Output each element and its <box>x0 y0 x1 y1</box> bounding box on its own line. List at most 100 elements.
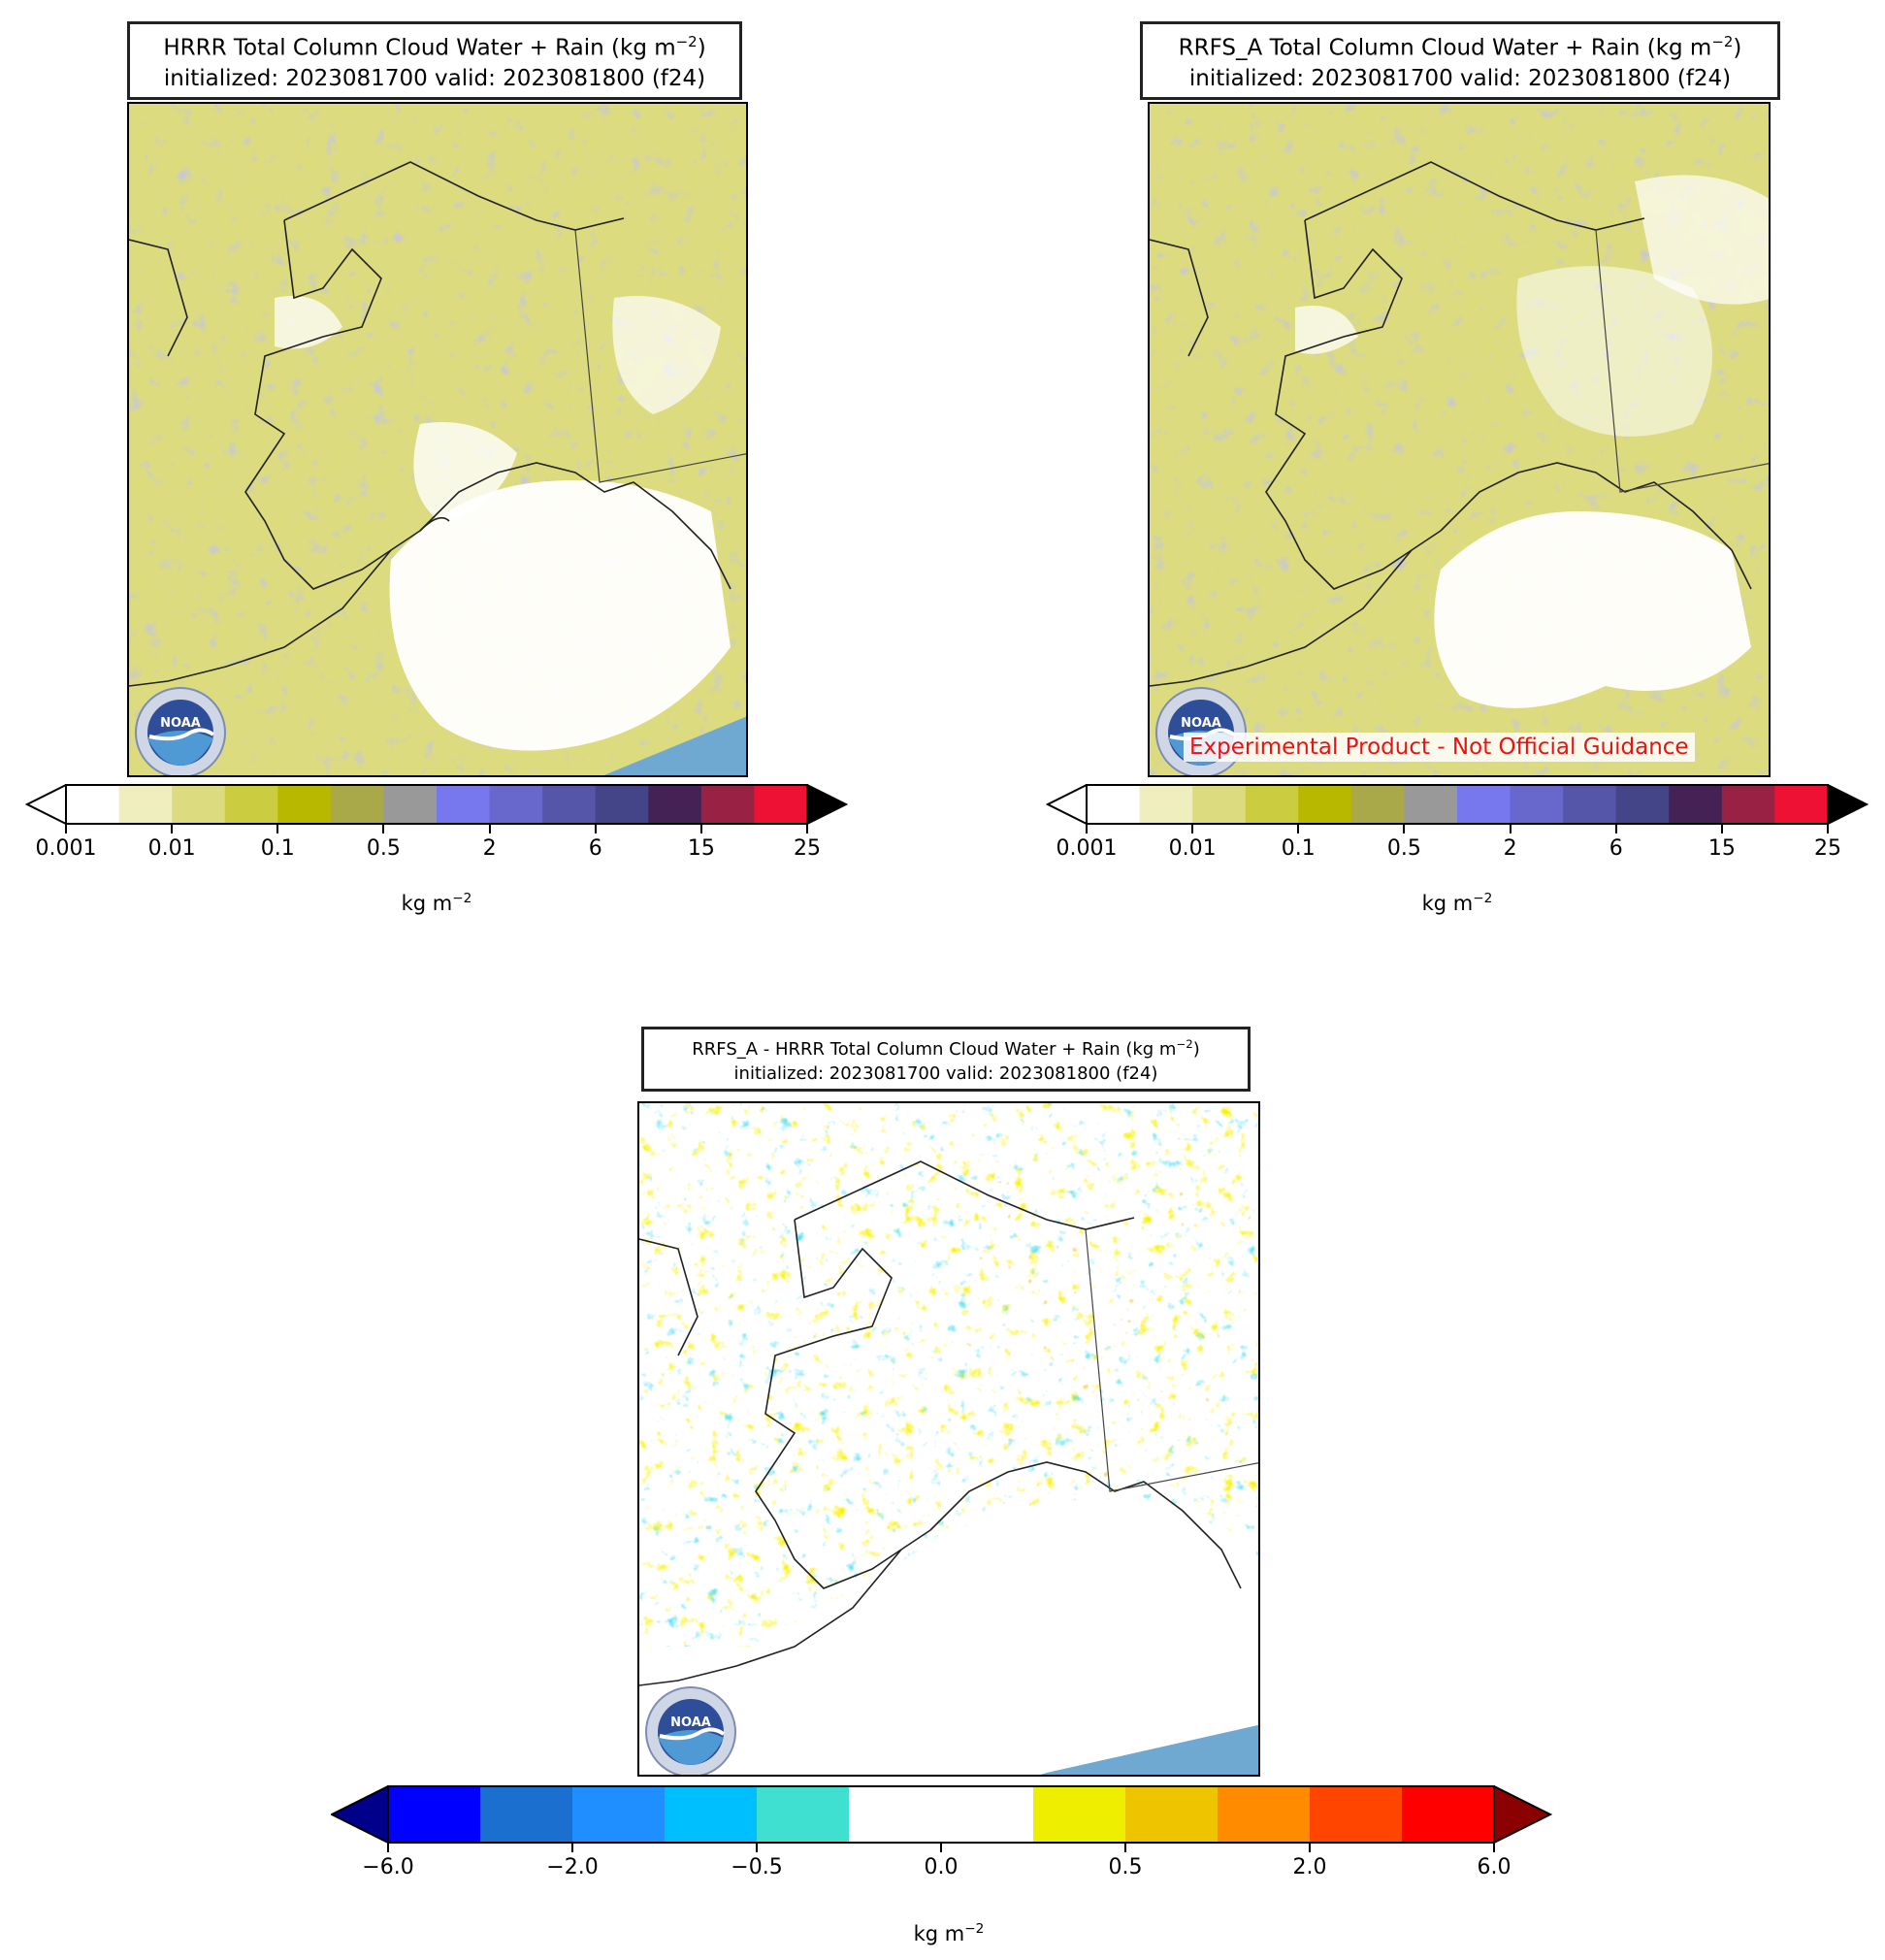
hrrr-field-svg <box>129 104 746 775</box>
colorbar-swatch <box>388 1786 481 1843</box>
colorbar-swatch <box>172 785 226 824</box>
diff-title-end: ) <box>1192 1039 1200 1060</box>
colorbar-swatch <box>1510 785 1564 824</box>
hrrr-ocean-corner <box>603 716 746 775</box>
rrfs-border <box>1595 229 1769 493</box>
colorbar-tick-label: 2 <box>1503 836 1517 861</box>
colorbar-swatch <box>1774 785 1829 824</box>
colorbar-swatch <box>700 785 755 824</box>
colorbar-tick-mark <box>488 825 491 833</box>
colorbar-tick-label: 6 <box>1609 836 1623 861</box>
colorbar-swatch <box>1404 785 1458 824</box>
diff-clear-gulf <box>639 1499 1258 1775</box>
colorbar-tick-label: 2.0 <box>1292 1855 1327 1879</box>
colorbar-over-arrow <box>1827 783 1869 826</box>
colorbar-tick-mark <box>1827 825 1829 833</box>
hrrr-colorbar <box>24 783 849 826</box>
colorbar-swatch <box>754 785 808 824</box>
colorbar-frame <box>1086 784 1829 825</box>
colorbar-swatch <box>1402 1786 1495 1843</box>
colorbar-tick-label: −0.5 <box>731 1855 783 1879</box>
hrrr-title-end: ) <box>697 35 706 61</box>
noaa-logo-icon: NOAA <box>645 1686 736 1775</box>
diff-title: RRFS_A - HRRR Total Column Cloud Water +… <box>641 1027 1251 1092</box>
colorbar-swatch <box>330 785 384 824</box>
colorbar-swatch <box>595 785 649 824</box>
colorbar-tick-mark <box>1614 825 1617 833</box>
colorbar-tick-label: −6.0 <box>362 1855 414 1879</box>
colorbar-swatch <box>1125 1786 1219 1843</box>
colorbar-tick-mark <box>1403 825 1406 833</box>
rrfs-noaa-logo: NOAA <box>1153 684 1250 775</box>
svg-text:NOAA: NOAA <box>1181 716 1221 731</box>
colorbar-tick-label: 25 <box>794 836 821 861</box>
hrrr-map: NOAA <box>127 102 748 777</box>
colorbar-tick-mark <box>571 1844 573 1852</box>
colorbar-over-arrow <box>806 783 849 826</box>
noaa-logo-icon: NOAA <box>1155 687 1247 775</box>
colorbar-over-arrow <box>1493 1784 1553 1845</box>
hrrr-colorbar-label: kg m−2 <box>401 891 472 915</box>
rrfs-title-exp: −2 <box>1711 33 1734 50</box>
colorbar-frame <box>65 784 808 825</box>
colorbar-tick-mark <box>1086 825 1088 833</box>
colorbar-swatch <box>542 785 597 824</box>
colorbar-swatch <box>648 785 702 824</box>
rrfs-coastline <box>1150 161 1752 687</box>
diff-border <box>1085 1228 1258 1492</box>
svg-text:NOAA: NOAA <box>670 1715 711 1730</box>
colorbar-swatch <box>849 1786 942 1843</box>
rrfs-clear-gulf <box>1434 511 1751 708</box>
colorbar-swatch <box>1350 785 1405 824</box>
colorbar-tick-mark <box>387 1844 389 1852</box>
colorbar-tick-label: 15 <box>687 836 715 861</box>
colorbar-tick-label: 0.5 <box>1108 1855 1143 1879</box>
colorbar-tick-mark <box>171 825 174 833</box>
diff-noaa-logo: NOAA <box>642 1683 739 1775</box>
colorbar-swatch <box>66 785 120 824</box>
colorbar-swatch <box>1563 785 1617 824</box>
diff-coastline <box>639 1160 1242 1686</box>
colorbar-under-arrow <box>329 1784 389 1845</box>
colorbar-swatch <box>1310 1786 1403 1843</box>
noaa-logo-icon: NOAA <box>135 687 226 775</box>
hrrr-title-line1: HRRR Total Column Cloud Water + Rain (kg… <box>163 35 676 61</box>
hrrr-title-exp: −2 <box>675 33 698 50</box>
colorbar-swatch <box>224 785 278 824</box>
colorbar-swatch <box>1087 785 1141 824</box>
colorbar-swatch <box>1192 785 1247 824</box>
diff-colorbar-svg <box>329 1784 1553 1845</box>
colorbar-tick-mark <box>699 825 702 833</box>
rrfs-title: RRFS_A Total Column Cloud Water + Rain (… <box>1140 21 1780 100</box>
colorbar-under-arrow <box>24 783 67 826</box>
colorbar-tick-label: 0.5 <box>366 836 401 861</box>
colorbar-tick-label: 0.01 <box>147 836 196 861</box>
colorbar-swatch <box>1298 785 1352 824</box>
rrfs-title-line2: initialized: 2023081700 valid: 202308180… <box>1188 65 1732 91</box>
colorbar-tick-mark <box>1309 1844 1311 1852</box>
colorbar-swatch <box>1245 785 1299 824</box>
colorbar-tick-label: −2.0 <box>546 1855 599 1879</box>
diff-colorbar <box>329 1784 1569 1846</box>
colorbar-swatch <box>489 785 543 824</box>
colorbar-tick-mark <box>940 1844 942 1852</box>
diff-title-line1: RRFS_A - HRRR Total Column Cloud Water +… <box>692 1039 1177 1060</box>
colorbar-tick-mark <box>1191 825 1194 833</box>
rrfs-colorbar-svg <box>1045 783 1869 826</box>
diff-field-svg <box>639 1103 1258 1775</box>
colorbar-tick-label: 0.5 <box>1386 836 1421 861</box>
diff-map: NOAA <box>637 1101 1260 1777</box>
colorbar-swatch <box>1457 785 1511 824</box>
hrrr-clear-yukon <box>612 296 721 414</box>
colorbar-swatch <box>383 785 438 824</box>
rrfs-map: NOAA Experimental Product - Not Official… <box>1148 102 1771 777</box>
hrrr-title: HRRR Total Column Cloud Water + Rain (kg… <box>127 21 742 100</box>
colorbar-tick-mark <box>594 825 597 833</box>
rrfs-clear-interior <box>1516 266 1712 437</box>
hrrr-title-line2: initialized: 2023081700 valid: 202308180… <box>163 65 706 91</box>
diff-title-line2: initialized: 2023081700 valid: 202308180… <box>733 1063 1158 1084</box>
diff-title-exp: −2 <box>1176 1037 1193 1051</box>
colorbar-swatch <box>437 785 491 824</box>
colorbar-swatch <box>480 1786 573 1843</box>
colorbar-swatch <box>941 1786 1034 1843</box>
